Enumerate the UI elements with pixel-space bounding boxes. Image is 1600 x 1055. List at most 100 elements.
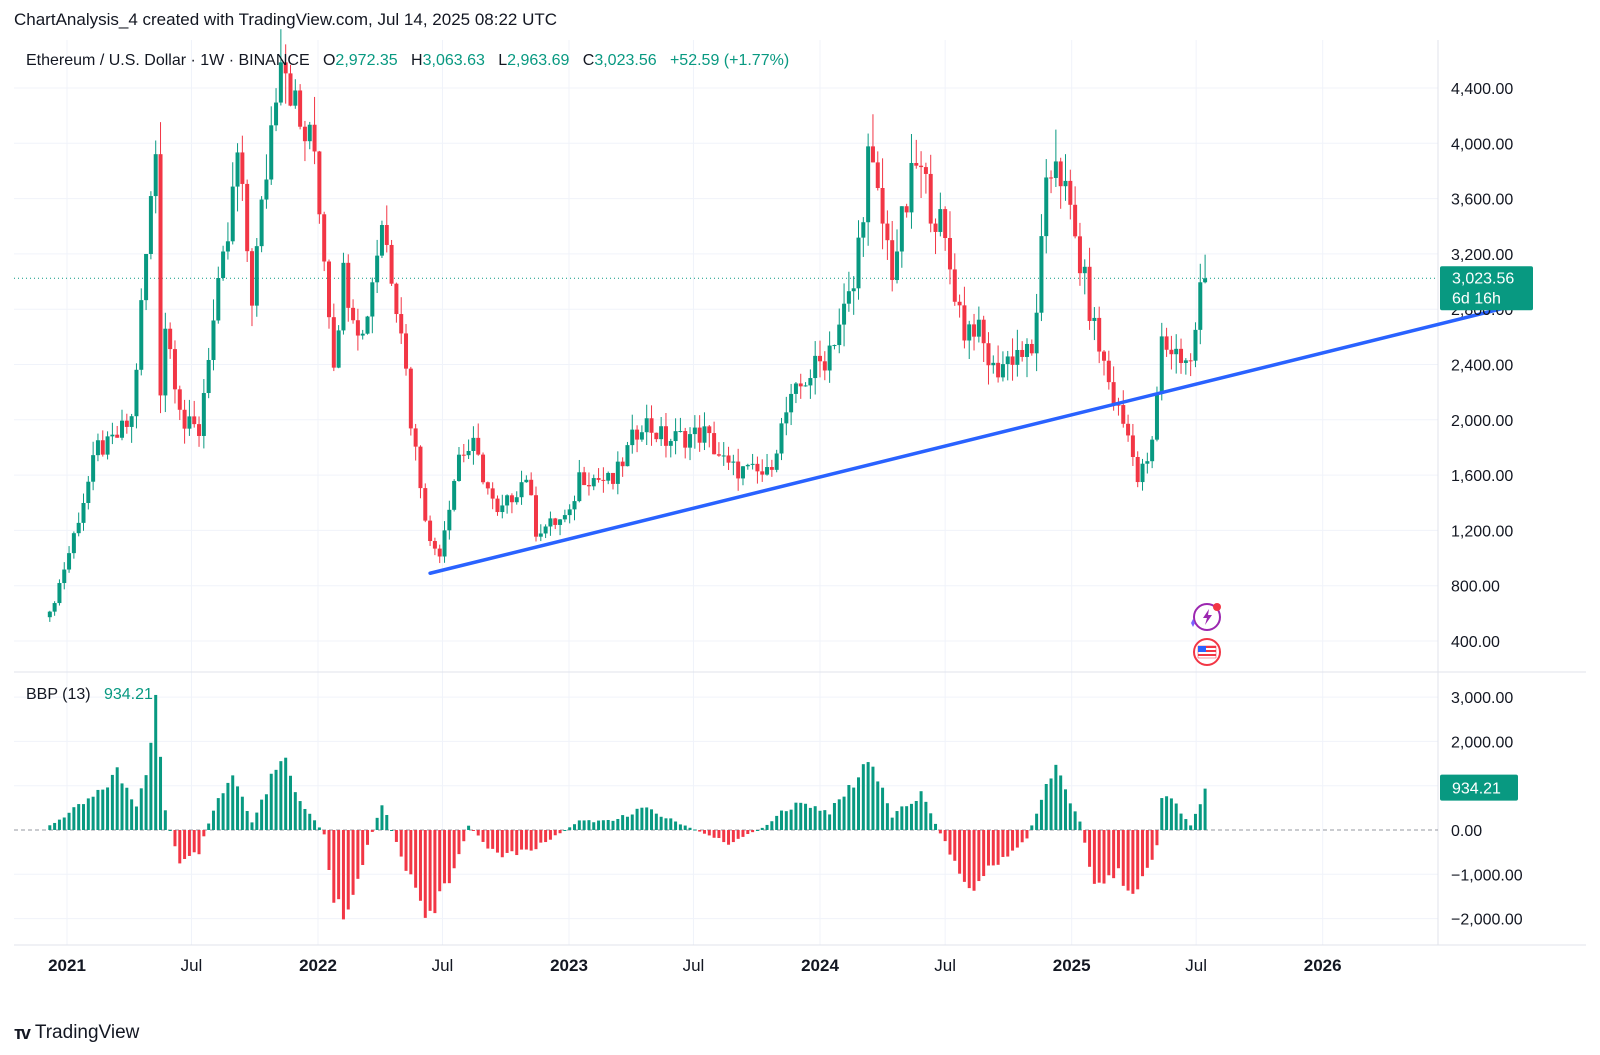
candle-33	[206, 347, 211, 399]
candle-body-209	[1053, 161, 1058, 178]
candle-49	[283, 44, 288, 104]
bbp-value-tag-bg	[1440, 774, 1518, 801]
candle-60	[336, 325, 341, 369]
candle-229	[1150, 436, 1155, 469]
bbp-bar-26	[173, 830, 177, 847]
candle-body-45	[264, 179, 269, 200]
candle-81	[437, 544, 442, 564]
candle-18	[134, 363, 139, 429]
symbol-description[interactable]: Ethereum / U.S. Dollar · 1W · BINANCE	[26, 52, 310, 69]
bbp-bar-74	[404, 830, 408, 871]
bbp-bar-41	[245, 811, 249, 830]
bbp-bar-181	[919, 791, 923, 830]
candle-body-237	[1188, 360, 1193, 362]
candle-187	[947, 211, 952, 285]
bbp-bar-19	[139, 788, 143, 830]
bbp-bar-58	[327, 830, 331, 870]
us-flag-event-icon[interactable]	[1193, 638, 1221, 666]
bbp-bar-112	[587, 820, 591, 830]
time-axis[interactable]: 2021 Jul 2022 Jul 2023 Jul 2024 Jul 2025 Jul 2026	[48, 956, 1342, 975]
candle-body-162	[827, 345, 832, 371]
time-tick-label-7: Jul	[934, 956, 956, 975]
trendline-group[interactable]	[428, 300, 1530, 576]
candle-body-50	[288, 73, 293, 106]
candle-119	[620, 457, 625, 477]
candle-body-232	[1164, 336, 1169, 350]
candle-body-80	[432, 541, 437, 549]
candle-body-89	[476, 437, 481, 455]
bbp-bar-92	[491, 830, 495, 849]
candle-body-41	[245, 183, 250, 252]
candle-body-184	[933, 223, 938, 232]
candle-143	[736, 448, 741, 491]
candle-232	[1164, 327, 1169, 357]
open-label: O	[322, 52, 336, 69]
lightning-event-icon[interactable]	[1191, 603, 1221, 631]
bbp-bar-119	[621, 815, 625, 830]
bbp-bar-46	[269, 773, 273, 830]
support-trendline[interactable]	[428, 300, 1530, 576]
bbp-bar-116	[606, 819, 610, 830]
bbp-bar-89	[476, 830, 480, 836]
bbp-bar-162	[828, 814, 832, 830]
candle-body-36	[221, 251, 226, 279]
bbp-bar-51	[293, 792, 297, 830]
bbp-bar-33	[207, 823, 211, 830]
candle-191	[967, 320, 972, 360]
candle-body-54	[307, 124, 312, 142]
candle-226	[1135, 451, 1140, 488]
bbp-bar-32	[202, 830, 206, 837]
event-icons[interactable]	[1191, 603, 1221, 666]
price-axis[interactable]: 400.00 800.00 1,200.00 1,600.00 2,000.00 2,40…	[1451, 81, 1513, 651]
candle-body-18	[134, 369, 139, 417]
bbp-bar-75	[409, 830, 413, 875]
bbp-bar-120	[625, 816, 629, 830]
candle-200	[1010, 338, 1015, 381]
bbp-axis[interactable]: −2,000.00−1,000.000.001,000.002,000.003,…	[1451, 690, 1523, 929]
candle-body-107	[562, 515, 567, 520]
candle-126	[654, 432, 659, 443]
bbp-bar-199	[1006, 830, 1010, 857]
price-tick-label-2: 1,200.00	[1451, 523, 1513, 540]
bbp-bar-176	[895, 811, 899, 830]
candle-body-31	[197, 424, 202, 436]
candle-body-129	[668, 441, 673, 446]
price-tick-label-0: 400.00	[1451, 634, 1500, 651]
low-value: 2,963.69	[507, 52, 570, 69]
bbp-tick-label-2: 0.00	[1451, 823, 1482, 840]
candle-112	[586, 472, 591, 496]
bbp-bar-107	[563, 830, 567, 831]
bbp-bar-106	[558, 830, 562, 834]
candle-37	[225, 222, 230, 260]
bbp-bar-114	[597, 820, 601, 830]
candle-body-96	[509, 495, 514, 503]
bbp-bar-34	[211, 810, 215, 830]
bbp-bar-218	[1097, 830, 1101, 883]
candle-173	[880, 158, 885, 250]
bbp-bar-72	[394, 830, 398, 842]
candle-body-51	[293, 90, 298, 106]
bbp-bar-220	[1107, 830, 1111, 876]
main-legend[interactable]: Ethereum / U.S. Dollar · 1W · BINANCE O 2…	[26, 52, 789, 70]
bbp-bar-221	[1112, 830, 1116, 879]
bbp-bar-108	[568, 827, 572, 830]
bbp-bar-117	[611, 820, 615, 830]
tradingview-logo[interactable]: ᴛᴠ TradingView	[14, 1022, 139, 1044]
candle-214	[1077, 222, 1082, 286]
bbp-bar-45	[264, 794, 268, 830]
candle-208	[1049, 170, 1054, 194]
candle-125	[649, 405, 654, 446]
bbp-legend[interactable]: BBP (13) 934.21	[26, 686, 153, 704]
bbp-bar-173	[881, 787, 885, 830]
bbp-indicator-name[interactable]: BBP (13)	[26, 686, 91, 703]
bbp-bar-101	[534, 830, 538, 850]
candle-body-145	[745, 464, 750, 467]
candle-body-131	[678, 431, 683, 433]
candle-body-59	[331, 317, 336, 368]
bbp-bar-202	[1020, 830, 1024, 843]
bbp-bar-71	[390, 830, 394, 831]
candle-31	[197, 416, 202, 447]
candle-164	[837, 308, 842, 354]
candle-body-101	[533, 495, 538, 537]
